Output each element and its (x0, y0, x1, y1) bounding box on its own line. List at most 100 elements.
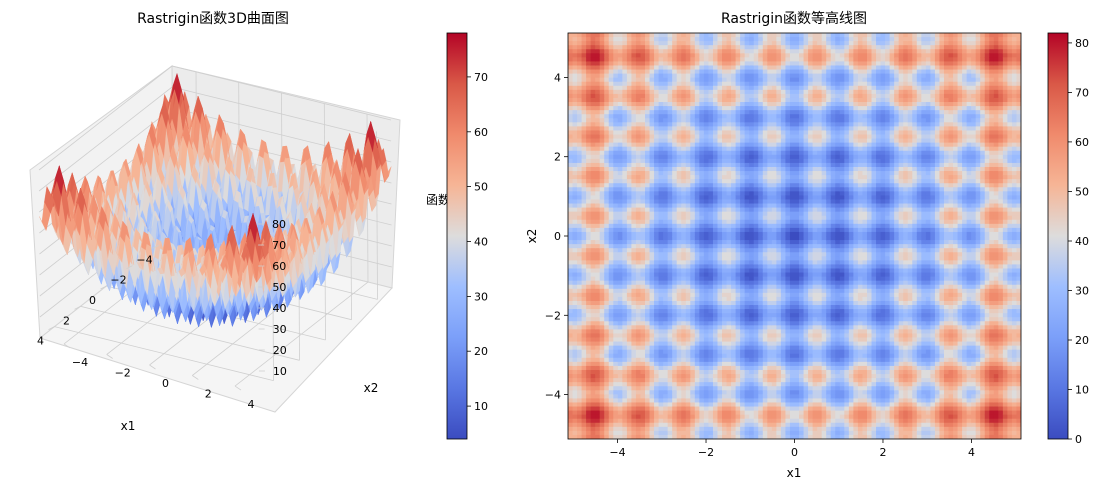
heatmap-cell (595, 231, 601, 237)
heatmap-cell (645, 240, 651, 245)
heatmap-cell (617, 309, 623, 314)
heatmap-cell (613, 321, 619, 326)
heatmap-cell (631, 53, 637, 58)
heatmap-cell (617, 187, 623, 192)
heatmap-cell (586, 158, 592, 164)
heatmap-cell (577, 264, 583, 270)
heatmap-cell (604, 33, 610, 38)
heatmap-cell (645, 280, 651, 286)
x2-tick-mark (192, 375, 199, 380)
heatmap-cell (608, 61, 614, 67)
heatmap-cell (599, 386, 605, 391)
heatmap-cell (613, 191, 619, 196)
heatmap-cell (658, 138, 664, 144)
heatmap-cell (649, 284, 655, 290)
heatmap-cell (658, 171, 664, 176)
heatmap-cell (572, 394, 578, 399)
heatmap-cell (599, 410, 605, 416)
heatmap-cell (626, 272, 633, 278)
heatmap-cell (622, 406, 628, 412)
heatmap-cell (581, 89, 587, 95)
heatmap-cell (586, 126, 592, 132)
heatmap-cell (626, 81, 633, 87)
heatmap-cell (654, 175, 660, 180)
heatmap-cell (640, 106, 646, 111)
heatmap-cell (586, 325, 592, 330)
heatmap-cell (568, 434, 574, 439)
heatmap-cell (586, 369, 592, 375)
heatmap-cell (654, 422, 660, 428)
heatmap-cell (622, 85, 628, 91)
heatmap-cell (577, 130, 583, 136)
heatmap-cell (572, 280, 578, 286)
heatmap-cell (577, 154, 583, 160)
heatmap-cell (577, 321, 583, 326)
heatmap-cell (613, 268, 619, 274)
heatmap-cell (613, 288, 619, 294)
heatmap-cell (640, 114, 646, 119)
heatmap-cell (590, 309, 596, 314)
heatmap-cell (626, 41, 633, 46)
heatmap-cell (595, 223, 601, 229)
heatmap-cell (586, 191, 592, 196)
heatmap-cell (617, 81, 623, 87)
heatmap-cell (581, 227, 587, 233)
heatmap-cell (599, 199, 605, 205)
heatmap-cell (635, 102, 642, 107)
heatmap-cell (640, 398, 646, 404)
heatmap-cell (626, 325, 633, 330)
heatmap-cell (608, 365, 614, 371)
heatmap-cell (640, 345, 646, 351)
heatmap-cell (663, 240, 669, 245)
heatmap-cell (608, 280, 614, 286)
heatmap-cell (595, 118, 601, 123)
heatmap-cell (622, 191, 628, 196)
heatmap-cell (590, 317, 596, 322)
heatmap-cell (604, 93, 610, 99)
heatmap-cell (617, 390, 623, 395)
heatmap-cell (649, 187, 655, 192)
heatmap-cell (658, 390, 664, 395)
heatmap-cell (622, 122, 628, 127)
heatmap-cell (617, 179, 623, 184)
heatmap-cell (599, 365, 605, 371)
heatmap-cell (572, 349, 578, 355)
heatmap-cell (645, 73, 651, 79)
heatmap-cell (626, 134, 633, 140)
heatmap-cell (663, 369, 669, 375)
heatmap-cell (608, 134, 614, 140)
heatmap-cell (626, 69, 633, 75)
heatmap-cell (658, 134, 664, 140)
heatmap-cell (658, 292, 664, 298)
heatmap-cell (654, 252, 660, 257)
heatmap-cell (649, 272, 655, 278)
heatmap-cell (645, 211, 651, 217)
heatmap-cell (617, 106, 623, 111)
heatmap-cell (599, 33, 605, 38)
heatmap-cell (568, 211, 574, 217)
heatmap-cell (604, 102, 610, 107)
heatmap-cell (581, 236, 587, 241)
heatmap-cell (622, 146, 628, 152)
heatmap-cell (608, 325, 614, 330)
heatmap-cell (663, 300, 669, 306)
heatmap-cell (577, 357, 583, 363)
heatmap-cell (599, 179, 605, 184)
heatmap-cell (640, 195, 646, 201)
heatmap-cell (622, 292, 628, 298)
heatmap-cell (586, 414, 592, 420)
heatmap-cell (613, 244, 619, 249)
heatmap-cell (635, 166, 642, 172)
heatmap-cell (649, 45, 655, 50)
heatmap-cell (663, 280, 669, 286)
heatmap-cell (608, 142, 614, 148)
heatmap-cell (649, 69, 655, 75)
heatmap-cell (658, 49, 664, 54)
heatmap-cell (635, 426, 642, 432)
heatmap-cell (577, 292, 583, 298)
heatmap-cell (654, 248, 660, 253)
heatmap-cell (568, 252, 574, 257)
heatmap-cell (586, 394, 592, 399)
heatmap-cell (663, 260, 669, 266)
heatmap-cell (613, 162, 619, 168)
